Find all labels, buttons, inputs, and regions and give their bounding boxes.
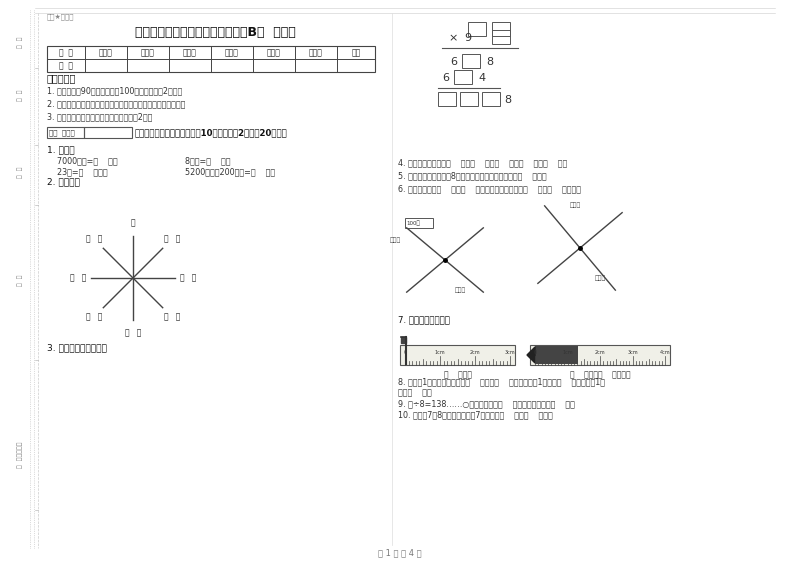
Text: 7. 量出钉子的长度。: 7. 量出钉子的长度。 — [398, 315, 450, 324]
Bar — [460, 92, 478, 106]
Text: 姓  名: 姓 名 — [18, 89, 22, 101]
Text: 7000千克=（    ）吨: 7000千克=（ ）吨 — [57, 157, 118, 166]
Text: （   ）: （ ） — [164, 234, 180, 244]
Text: 6. 小红家在学校（    ）方（    ）米处；小明家在学校（    ）方（    ）米处。: 6. 小红家在学校（ ）方（ ）米处；小明家在学校（ ）方（ ）米处。 — [398, 185, 581, 193]
Text: 计算题: 计算题 — [225, 48, 239, 57]
Text: 判断题: 判断题 — [183, 48, 197, 57]
Text: 宇  号: 宇 号 — [18, 36, 22, 48]
Text: 应用题: 应用题 — [309, 48, 323, 57]
Text: 3. 在里填上适当的数。: 3. 在里填上适当的数。 — [47, 344, 107, 353]
Text: 题  号: 题 号 — [59, 48, 73, 57]
Bar — [468, 22, 486, 36]
Text: 4. 常用的长度单位有（    ）、（    ）、（    ）、（    ）、（    ）。: 4. 常用的长度单位有（ ）、（ ）、（ ）、（ ）、（ ）。 — [398, 159, 567, 167]
Text: 5. 小明从一楼到三楼用8秒，照这样他从一楼到五楼用（    ）秒。: 5. 小明从一楼到三楼用8秒，照这样他从一楼到五楼用（ ）秒。 — [398, 172, 546, 180]
Text: 格是（    ）。: 格是（ ）。 — [398, 389, 432, 398]
Text: （   ）: （ ） — [180, 273, 196, 282]
Text: 100米: 100米 — [406, 220, 420, 226]
Text: 填空题: 填空题 — [99, 48, 113, 57]
Text: 1cm: 1cm — [562, 350, 573, 355]
Text: 8: 8 — [486, 57, 493, 67]
Bar — [47, 46, 375, 72]
Text: 8: 8 — [504, 95, 511, 105]
Text: 学  校: 学 校 — [18, 274, 22, 286]
Text: 8. 分针走1小格，秒针正好走（    ），是（    ）秒，分针走1大格是（    ），时针走1大: 8. 分针走1小格，秒针正好走（ ），是（ ）秒，分针走1大格是（ ），时针走1… — [398, 377, 605, 386]
Text: 6: 6 — [450, 57, 457, 67]
Bar — [530, 345, 670, 365]
Text: 总分: 总分 — [351, 48, 361, 57]
Text: 综合题: 综合题 — [267, 48, 281, 57]
Text: （   ）: （ ） — [86, 312, 102, 321]
Text: 2cm: 2cm — [594, 350, 606, 355]
Text: 得  分: 得 分 — [59, 61, 73, 70]
Bar — [454, 70, 472, 84]
Text: 8千克=（    ）克: 8千克=（ ）克 — [185, 157, 230, 166]
Text: ×: × — [448, 33, 458, 43]
Text: 23吨=（    ）千克: 23吨=（ ）千克 — [57, 167, 108, 176]
Text: 6: 6 — [442, 73, 449, 83]
Text: 北: 北 — [130, 219, 135, 228]
Text: 选择题: 选择题 — [141, 48, 155, 57]
Text: 3cm: 3cm — [627, 350, 638, 355]
Text: 小明家: 小明家 — [455, 287, 466, 293]
Text: （   ）: （ ） — [125, 328, 141, 337]
Text: 2cm: 2cm — [470, 350, 480, 355]
Text: （    ）毫米: （ ）毫米 — [443, 371, 471, 380]
Text: 1cm: 1cm — [434, 350, 446, 355]
Text: 9: 9 — [464, 33, 471, 43]
Text: 2. 请首先按要求在试卷的指定位置填写您的姓名、班级、学号。: 2. 请首先按要求在试卷的指定位置填写您的姓名、班级、学号。 — [47, 99, 186, 108]
Text: 小红家: 小红家 — [390, 237, 402, 243]
Text: 做密★启用前: 做密★启用前 — [47, 14, 74, 20]
Bar — [482, 92, 500, 106]
Text: 小红家: 小红家 — [595, 275, 606, 281]
Bar — [405, 218, 433, 228]
Bar — [438, 92, 456, 106]
Text: 1. 考试时间：90分钟，满分为100分（含卷面分2分）。: 1. 考试时间：90分钟，满分为100分（含卷面分2分）。 — [47, 86, 182, 95]
Text: （    ）厘米（    ）毫米。: （ ）厘米（ ）毫米。 — [570, 371, 630, 380]
Bar — [462, 54, 480, 68]
Text: 4cm: 4cm — [660, 350, 670, 355]
Text: 考试须知：: 考试须知： — [47, 73, 76, 83]
Text: 家  长（签章）: 家 长（签章） — [18, 442, 22, 468]
Bar — [492, 30, 510, 44]
Text: 10. 时针在7和8之间，分针指向7，这时是（    ）时（    ）分。: 10. 时针在7和8之间，分针指向7，这时是（ ）时（ ）分。 — [398, 411, 553, 419]
Text: 班  级: 班 级 — [18, 166, 22, 178]
Bar — [492, 22, 510, 36]
Text: 一、用心思考，正确填空（共10小题，每题2分，共20分）。: 一、用心思考，正确填空（共10小题，每题2分，共20分）。 — [135, 128, 288, 137]
Bar — [47, 127, 84, 138]
Text: 0: 0 — [534, 350, 537, 355]
Text: 湘教版三年级数学下学期月考试卷B卷  附答案: 湘教版三年级数学下学期月考试卷B卷 附答案 — [134, 27, 295, 40]
Text: 0: 0 — [403, 350, 406, 355]
Polygon shape — [401, 337, 406, 343]
Text: 第 1 页 共 4 页: 第 1 页 共 4 页 — [378, 549, 422, 558]
Text: 1. 换算。: 1. 换算。 — [47, 146, 74, 154]
Text: 2. 填一填。: 2. 填一填。 — [47, 177, 80, 186]
Text: 4: 4 — [478, 73, 485, 83]
Text: 得分  评卷人: 得分 评卷人 — [49, 129, 74, 136]
Text: 3. 不要在试卷上乱写乱画，卷面不整洁扣2分。: 3. 不要在试卷上乱写乱画，卷面不整洁扣2分。 — [47, 112, 152, 121]
Polygon shape — [527, 347, 535, 363]
Text: 小明家: 小明家 — [570, 202, 581, 208]
Text: 3cm: 3cm — [505, 350, 515, 355]
Text: 5200千克－200千克=（    ）吨: 5200千克－200千克=（ ）吨 — [185, 167, 275, 176]
Text: （   ）: （ ） — [86, 234, 102, 244]
Bar — [535, 346, 578, 364]
Text: （   ）: （ ） — [70, 273, 86, 282]
Bar — [400, 345, 515, 365]
Text: （   ）: （ ） — [164, 312, 180, 321]
Bar — [84, 127, 132, 138]
Text: 9. 口÷8=138……○，余数最大值（    ）；这时被除数是（    ）。: 9. 口÷8=138……○，余数最大值（ ）；这时被除数是（ ）。 — [398, 399, 575, 408]
